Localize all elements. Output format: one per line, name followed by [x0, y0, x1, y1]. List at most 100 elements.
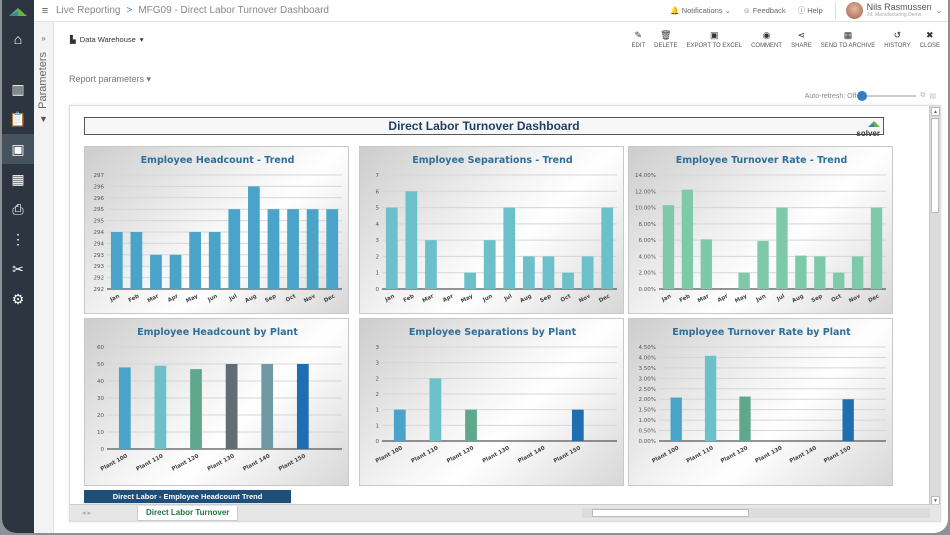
- x-tick-label: Plant 140: [242, 453, 271, 472]
- feedback-button[interactable]: ☺ Feedback: [742, 6, 786, 15]
- y-tick-label: 293: [94, 253, 105, 259]
- bar-mar: [700, 239, 712, 289]
- y-tick-label: 292: [94, 287, 105, 293]
- menu-icon[interactable]: ≡: [41, 4, 49, 17]
- x-tick-label: Plant 130: [754, 445, 783, 464]
- grid-icon[interactable]: ▤: [929, 93, 936, 100]
- delete-button[interactable]: 🗑 DELETE: [654, 30, 677, 49]
- database-icon: ▙: [70, 34, 76, 44]
- bar-feb: [681, 189, 694, 289]
- bar-dec: [870, 207, 883, 289]
- x-tick-label: Plant 140: [517, 445, 546, 464]
- bar-dec: [601, 207, 614, 289]
- share-button[interactable]: ⋖ SHARE: [791, 30, 812, 49]
- y-tick-label: 0: [376, 439, 380, 445]
- x-tick-label: Jan: [108, 293, 120, 303]
- bar-may: [189, 232, 201, 289]
- breadcrumb-root[interactable]: Live Reporting: [56, 5, 121, 16]
- help-button[interactable]: ⓘ Help: [797, 6, 823, 15]
- bar-plant-120: [739, 396, 751, 441]
- x-tick-label: Plant 140: [789, 445, 818, 464]
- report-icon[interactable]: ▣: [2, 134, 34, 164]
- user-doc-icon[interactable]: ⎙: [12, 200, 24, 217]
- bar-nov: [581, 256, 594, 289]
- x-tick-label: Feb: [128, 293, 141, 304]
- vertical-scroll-thumb[interactable]: [931, 118, 939, 213]
- horizontal-scroll-thumb[interactable]: [592, 509, 749, 517]
- action-label: COMMENT: [751, 42, 783, 49]
- horizontal-scrollbar[interactable]: [582, 508, 930, 518]
- sheet-nav-arrows[interactable]: ◂ ▸: [82, 510, 91, 517]
- x-tick-label: Apr: [167, 293, 180, 304]
- library-icon[interactable]: ▥: [11, 80, 25, 97]
- bar-plant-110: [429, 378, 442, 441]
- y-tick-label: 296: [94, 184, 105, 190]
- sheet-tab[interactable]: Direct Labor Turnover: [137, 505, 239, 521]
- bar-plant-130: [225, 364, 238, 449]
- y-tick-label: 1: [376, 271, 380, 277]
- y-tick-label: 14.00%: [635, 173, 656, 179]
- bar-plant-150: [571, 409, 584, 441]
- close-button[interactable]: ✖ CLOSE: [920, 30, 940, 49]
- bar-plant-100: [118, 367, 131, 449]
- x-tick-label: Plant 120: [720, 445, 749, 464]
- bar-plant-110: [704, 355, 717, 441]
- bar-apr: [169, 254, 182, 289]
- vertical-scrollbar[interactable]: ▲ ▼: [929, 106, 940, 506]
- hierarchy-icon[interactable]: ⋮: [11, 230, 25, 247]
- home-icon[interactable]: ⌂: [13, 31, 23, 47]
- popout-icon[interactable]: ⧉: [920, 92, 926, 99]
- bar-plant-100: [670, 397, 682, 441]
- notifications-button[interactable]: 🔔 Notifications ⌄: [670, 6, 731, 15]
- parameters-label[interactable]: Parameters: [37, 52, 49, 109]
- bar-aug: [523, 256, 535, 289]
- y-tick-label: 2: [376, 254, 380, 260]
- delete-icon: 🗑: [660, 29, 672, 40]
- gear-icon[interactable]: ⚙: [11, 290, 25, 307]
- x-tick-label: Nov: [303, 293, 317, 304]
- filter-icon[interactable]: ▼: [39, 114, 48, 124]
- x-tick-label: Sep: [811, 293, 824, 304]
- report-parameters-toggle[interactable]: Report parameters ▾: [69, 74, 152, 84]
- expand-icon[interactable]: »: [41, 34, 46, 43]
- x-tick-label: Feb: [679, 293, 692, 304]
- action-label: HISTORY: [884, 42, 911, 49]
- app-logo: [2, 0, 34, 24]
- bar-sep: [267, 209, 280, 289]
- tools-icon[interactable]: ✂: [12, 260, 24, 277]
- chart-employee-headcount-trend: Employee Headcount - Trend 292 292 293 293 29…: [84, 146, 349, 314]
- y-tick-label: 6: [376, 189, 380, 195]
- edit-button[interactable]: ✎ EDIT: [631, 30, 645, 49]
- export-to-excel-button[interactable]: ▣ EXPORT TO EXCEL: [686, 30, 742, 49]
- x-tick-label: Plant 100: [375, 445, 404, 464]
- user-menu[interactable]: Nils Rasmussen 09. Manufacturing Demo ⌄: [834, 2, 942, 19]
- comment-button[interactable]: ◉ COMMENT: [751, 30, 782, 49]
- sheet-tab-bar: ◂ ▸ Direct Labor Turnover: [70, 504, 940, 521]
- bar-jan: [385, 207, 398, 289]
- x-tick-label: Sep: [539, 293, 552, 304]
- report-toolbar: ▙ Data Warehouse ▾ ✎ EDIT 🗑 DELETE ▣ EXPORT TO …: [54, 22, 948, 56]
- scroll-up-button[interactable]: ▲: [931, 107, 940, 116]
- data-source-select[interactable]: ▙ Data Warehouse ▾: [70, 34, 144, 44]
- bar-may: [464, 272, 476, 289]
- x-tick-label: Feb: [403, 293, 416, 304]
- action-label: CLOSE: [919, 42, 940, 49]
- x-tick-label: Plant 100: [100, 453, 129, 472]
- y-tick-label: 295: [94, 207, 105, 213]
- chart-employee-headcount-by-plant: Employee Headcount by Plant 0 10 20 30 40 50 60…: [84, 318, 349, 486]
- clipboard-icon[interactable]: 📋: [9, 110, 27, 127]
- history-button[interactable]: ↺ HISTORY: [884, 30, 910, 49]
- slider-knob[interactable]: [857, 91, 868, 101]
- table-header: Direct Labor - Employee Headcount Trend: [84, 490, 291, 503]
- send-to-archive-button[interactable]: ▦ SEND TO ARCHIVE: [821, 30, 875, 49]
- calculator-icon[interactable]: ▦: [11, 170, 25, 187]
- auto-refresh-slider[interactable]: [857, 91, 917, 101]
- x-tick-label: Jan: [660, 293, 672, 303]
- bar-jan: [110, 232, 123, 289]
- bar-jun: [757, 240, 769, 289]
- y-tick-label: 2.50%: [639, 387, 656, 393]
- report-title-box: Direct Labor Turnover Dashboard solver: [84, 117, 884, 138]
- breadcrumb-page: MFG09 - Direct Labor Turnover Dashboard: [138, 5, 329, 16]
- chart-employee-turnover-rate-by-plant: Employee Turnover Rate by Plant 0.00% 0.50…: [628, 318, 893, 486]
